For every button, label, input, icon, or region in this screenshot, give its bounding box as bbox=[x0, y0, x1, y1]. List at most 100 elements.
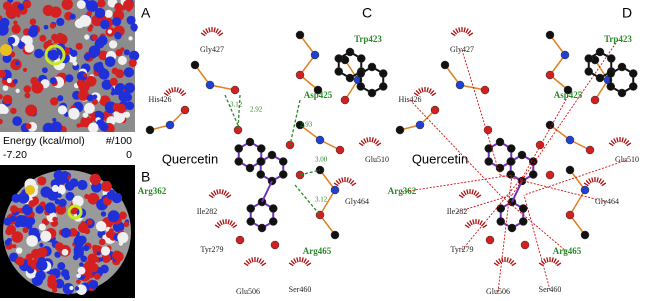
hydrophobic-contact bbox=[509, 260, 515, 265]
count-value: 0 bbox=[126, 149, 132, 161]
hydrophobic-contact bbox=[599, 180, 605, 185]
surface-atom bbox=[29, 18, 37, 26]
surface-atom bbox=[30, 76, 39, 86]
surface-atom bbox=[61, 0, 73, 10]
surface-atom bbox=[24, 43, 35, 53]
hydrophobic-contact bbox=[455, 28, 459, 34]
hydrophobic-contact bbox=[358, 142, 364, 147]
atom bbox=[330, 185, 340, 195]
surface-atom bbox=[95, 221, 107, 232]
atom bbox=[315, 135, 325, 145]
surface-atom bbox=[44, 202, 56, 214]
atom bbox=[165, 120, 175, 130]
hydrophobic-contact bbox=[610, 140, 616, 145]
surface-atom bbox=[15, 88, 20, 93]
hydrophobic-contact bbox=[178, 88, 182, 94]
ligand-label: Quercetin bbox=[162, 151, 218, 166]
surface-atom bbox=[91, 98, 98, 105]
surface-atom bbox=[88, 45, 101, 58]
hydrophobic-contact bbox=[585, 180, 591, 185]
surface-atom bbox=[35, 270, 46, 281]
surface-a-atoms bbox=[0, 0, 140, 135]
residue-label: Tyr279 bbox=[201, 245, 224, 254]
atom bbox=[629, 82, 638, 91]
atom bbox=[205, 80, 215, 90]
atom bbox=[584, 67, 593, 76]
surface-atom bbox=[114, 31, 122, 40]
surface-atom bbox=[73, 235, 85, 247]
hydrophobic-contact bbox=[245, 260, 251, 265]
surface-atom bbox=[86, 0, 98, 12]
surface-atom bbox=[108, 40, 118, 49]
surface-atom bbox=[70, 49, 78, 57]
hydrophobic-contact bbox=[335, 180, 341, 185]
surface-atom bbox=[39, 34, 47, 42]
bond-distance: 2.92 bbox=[250, 106, 263, 114]
surface-atom bbox=[52, 117, 57, 122]
hydrophobic-contact bbox=[466, 30, 472, 35]
surface-atom bbox=[57, 95, 64, 102]
ligand-a bbox=[44, 44, 66, 66]
surface-atom bbox=[76, 123, 81, 128]
contact-line bbox=[523, 159, 628, 196]
surface-atom bbox=[98, 68, 110, 80]
atom bbox=[590, 95, 600, 105]
hydrophobic-contact bbox=[623, 138, 627, 144]
hydrophobic-contact bbox=[373, 138, 377, 144]
hydrophobic-contact bbox=[216, 30, 222, 35]
hydrophobic-contact bbox=[543, 258, 547, 264]
hydrophobic-contact bbox=[363, 138, 367, 144]
surface-atom bbox=[89, 279, 99, 290]
surface-atom bbox=[0, 69, 7, 78]
atom bbox=[580, 185, 590, 195]
hydrophobic-contact bbox=[208, 27, 211, 33]
panel-label: B bbox=[141, 169, 150, 185]
surface-atom bbox=[36, 259, 48, 271]
hydrophobic-contact bbox=[554, 260, 560, 265]
hydrophobic-contact bbox=[556, 262, 562, 267]
atom bbox=[269, 217, 278, 226]
surface-atom bbox=[77, 222, 89, 234]
hydrophobic-contact bbox=[223, 190, 227, 196]
surface-atom bbox=[68, 107, 80, 120]
surface-atom bbox=[123, 111, 131, 118]
atom bbox=[334, 54, 343, 63]
atom bbox=[267, 150, 277, 160]
atom bbox=[190, 60, 200, 70]
hydrogen-bond bbox=[299, 169, 321, 176]
surface-atom bbox=[15, 247, 23, 254]
surface-atom bbox=[69, 285, 74, 291]
hydrophobic-contact bbox=[479, 220, 483, 226]
hydrophobic-contact bbox=[551, 257, 554, 263]
surface-atom bbox=[10, 205, 18, 213]
surface-atom bbox=[12, 244, 17, 249]
atom bbox=[506, 157, 515, 166]
hydrophobic-contact bbox=[476, 194, 482, 199]
hydrophobic-contact bbox=[256, 257, 259, 263]
atom bbox=[335, 145, 345, 155]
surface-atom bbox=[111, 67, 119, 75]
surface-atom bbox=[68, 228, 78, 237]
surface-atom bbox=[123, 49, 130, 56]
surface-atom bbox=[128, 36, 133, 41]
hydrophobic-contact bbox=[458, 194, 464, 199]
surface-atom bbox=[17, 192, 30, 204]
atom bbox=[379, 69, 388, 78]
surface-atom bbox=[49, 77, 57, 85]
surface-atom bbox=[25, 253, 34, 261]
atom bbox=[334, 67, 343, 76]
hydrophobic-contact bbox=[258, 258, 262, 264]
hydrophobic-contact bbox=[341, 177, 344, 183]
hydrophobic-contact bbox=[226, 194, 232, 199]
hydrophobic-contact bbox=[229, 220, 233, 226]
hydrophobic-contact bbox=[333, 182, 339, 187]
surface-atom bbox=[120, 47, 125, 52]
hydrophobic-contact bbox=[426, 87, 429, 93]
hydrophobic-contact bbox=[213, 190, 217, 196]
surface-atom bbox=[89, 173, 101, 185]
surface-atom bbox=[52, 216, 58, 223]
hydrophobic-contact bbox=[493, 262, 499, 267]
surface-atom bbox=[98, 50, 109, 61]
surface-atom bbox=[42, 4, 54, 16]
surface-atom bbox=[101, 79, 113, 91]
